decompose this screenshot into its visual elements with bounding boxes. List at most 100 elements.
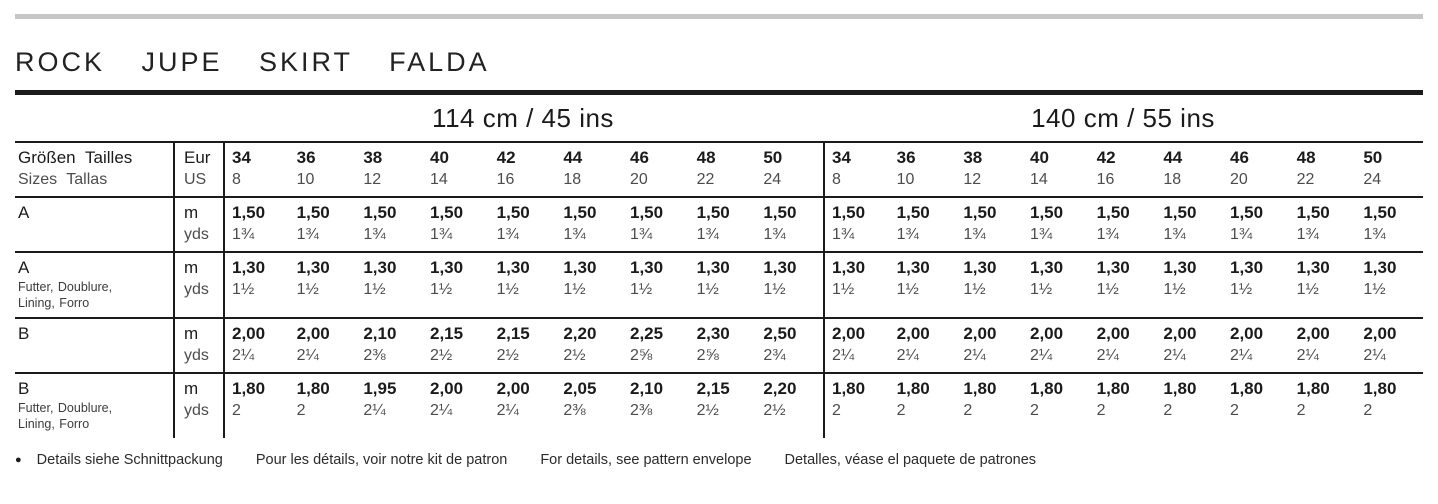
value-cell-bottom: 2¼ [1229, 347, 1253, 364]
value-cell-bottom: 1¾ [1096, 226, 1119, 243]
size-cell: 44 18 [1156, 143, 1223, 196]
value-cell: 1,30 1½ [890, 253, 957, 317]
value-cell-top: 1,80 [1163, 379, 1197, 398]
size-cell-bottom: 24 [1363, 171, 1382, 188]
value-cell: 1,50 1¾ [356, 198, 423, 251]
value-cell: 2,00 2¼ [1023, 319, 1090, 372]
value-cell-bottom: 1½ [1296, 281, 1319, 298]
value-cell: 1,80 2 [1023, 374, 1090, 438]
value-cell-bottom: 2 [896, 402, 906, 419]
value-cell: 1,80 2 [1356, 374, 1423, 438]
value-cell-bottom: 2¼ [1029, 347, 1053, 364]
footer-note-text: Detalles, véase el paquete de patrones [784, 452, 1037, 468]
value-cell-top: 2,05 [563, 379, 597, 398]
value-cell-top: 1,80 [963, 379, 997, 398]
size-cell-bottom: 16 [1096, 171, 1115, 188]
value-cell-bottom: 1¾ [1029, 226, 1053, 243]
value-cell-bottom: 1½ [763, 281, 786, 298]
size-cell: 44 18 [556, 143, 623, 196]
value-cell: 2,00 2¼ [890, 319, 957, 372]
value-cell-top: 2,00 [296, 324, 330, 343]
value-cell-top: 1,30 [963, 258, 997, 277]
value-cell-bottom: 2¼ [831, 347, 855, 364]
value-cell: 1,30 1½ [756, 253, 823, 317]
value-cell: 2,00 2¼ [956, 319, 1023, 372]
unit-cell-top: m [184, 379, 199, 398]
unit-cell-bottom: yds [184, 347, 209, 364]
value-cell: 1,80 2 [956, 374, 1023, 438]
value-cell-bottom: 1½ [232, 281, 255, 298]
value-cell: 1,50 1¾ [490, 198, 557, 251]
value-cell-bottom: 2 [831, 402, 841, 419]
value-cell-top: 1,30 [896, 258, 930, 277]
value-cell: 1,30 1½ [1023, 253, 1090, 317]
size-cell-bottom: 8 [232, 171, 241, 188]
value-cell: 1,50 1¾ [890, 198, 957, 251]
unit-cell: m yds [173, 198, 223, 251]
value-cell-top: 1,50 [963, 203, 997, 222]
value-cell-top: 2,15 [696, 379, 730, 398]
value-cell-bottom: 2¼ [963, 347, 986, 364]
value-cell-bottom: 1¾ [629, 226, 653, 243]
value-cell: 2,00 2¼ [490, 374, 557, 438]
value-cell: 2,00 2¼ [1356, 319, 1423, 372]
size-cell-bottom: 24 [763, 171, 782, 188]
value-cell-bottom: 1½ [1229, 281, 1253, 298]
value-cell-top: 1,30 [831, 258, 866, 277]
value-cell-bottom: 1¾ [1163, 226, 1186, 243]
value-cell-bottom: 2½ [763, 402, 786, 419]
table-row: A Futter, Doublure, Lining, Forro m yds 1,30 1… [15, 253, 1423, 319]
value-cell: 2,00 2¼ [822, 319, 890, 372]
value-cell-bottom: 1½ [1096, 281, 1119, 298]
value-cell-bottom: 1¾ [429, 226, 453, 243]
value-cell-bottom: 1¾ [763, 226, 786, 243]
value-cell-top: 2,00 [896, 324, 930, 343]
value-cell: 1,50 1¾ [690, 198, 757, 251]
value-cell-top: 2,25 [629, 324, 664, 343]
value-cell: 1,80 2 [822, 374, 890, 438]
row-label-letter: B [18, 324, 30, 343]
value-cell-top: 1,50 [1296, 203, 1330, 222]
value-cell-bottom: 2 [296, 402, 306, 419]
value-cell: 1,50 1¾ [822, 198, 890, 251]
unit-cell-bottom: yds [184, 402, 209, 419]
value-cell-top: 1,50 [1029, 203, 1064, 222]
value-cell-top: 1,50 [1229, 203, 1264, 222]
size-cell-bottom: 12 [363, 171, 382, 188]
size-cell-bottom: 12 [963, 171, 982, 188]
value-cell-bottom: 1½ [429, 281, 453, 298]
footer-note-text: Pour les détails, voir notre kit de patr… [255, 452, 508, 468]
unit-cell: m yds [173, 319, 223, 372]
value-cell: 1,30 1½ [1090, 253, 1157, 317]
value-cell-bottom: 2 [1163, 402, 1173, 419]
value-cell: 1,80 2 [290, 374, 357, 438]
size-cell-top: 50 [1363, 148, 1383, 167]
value-cell: 2,00 2¼ [1090, 319, 1157, 372]
value-cell-top: 2,00 [1029, 324, 1064, 343]
value-cell: 2,00 2¼ [290, 319, 357, 372]
value-cell-bottom: 1¾ [1229, 226, 1253, 243]
value-cell-top: 1,30 [429, 258, 464, 277]
value-cell-bottom: 1½ [563, 281, 586, 298]
unit-cell-bottom: yds [184, 281, 209, 298]
value-cell-top: 1,30 [563, 258, 597, 277]
value-cell: 1,30 1½ [556, 253, 623, 317]
value-cell-top: 1,50 [629, 203, 664, 222]
value-cell: 1,50 1¾ [423, 198, 490, 251]
footer-note: ● Details siehe Schnittpackung Pour les d… [15, 452, 1423, 468]
size-cell: 36 10 [290, 143, 357, 196]
size-cell: 42 16 [1090, 143, 1157, 196]
value-cell: 1,50 1¾ [1090, 198, 1157, 251]
size-cell-top: 36 [896, 148, 916, 167]
size-cell-bottom: 10 [296, 171, 315, 188]
value-cell-top: 1,80 [831, 379, 866, 398]
value-cell-bottom: 2⅜ [563, 402, 586, 419]
value-cell-top: 2,00 [1229, 324, 1264, 343]
value-cell-top: 1,50 [1363, 203, 1397, 222]
value-cell: 1,30 1½ [356, 253, 423, 317]
value-cell: 2,00 2¼ [1156, 319, 1223, 372]
value-cell-bottom: 1½ [1163, 281, 1186, 298]
value-cell-top: 2,00 [1096, 324, 1130, 343]
value-cell-top: 1,80 [1363, 379, 1397, 398]
value-cell-bottom: 1¾ [831, 226, 855, 243]
